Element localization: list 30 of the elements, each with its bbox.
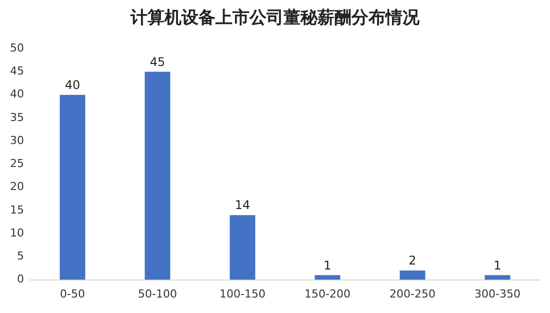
y-tick-label: 40 <box>10 88 24 101</box>
y-tick-label: 0 <box>16 272 24 286</box>
y-tick-label: 15 <box>10 203 24 216</box>
chart-title: 计算机设备上市公司董秘薪酬分布情况 <box>129 7 420 30</box>
x-tick-label: 300-350 <box>474 287 520 300</box>
bar <box>484 275 510 280</box>
data-label: 40 <box>64 78 80 92</box>
y-tick-label: 50 <box>10 41 24 54</box>
x-tick-label: 200-250 <box>390 287 436 300</box>
x-tick-label: 150-200 <box>304 287 350 300</box>
data-label: 45 <box>150 54 166 69</box>
x-tick-label: 0-50 <box>60 287 85 300</box>
bar <box>400 270 426 280</box>
y-tick-label: 35 <box>10 110 24 124</box>
x-tick-label: 50-100 <box>138 287 177 300</box>
y-tick-label: 5 <box>16 250 24 263</box>
x-tick-label: 100-150 <box>220 287 266 300</box>
y-tick-label: 10 <box>10 226 24 240</box>
y-tick-label: 30 <box>10 134 24 147</box>
bar <box>144 72 170 280</box>
bar <box>314 275 340 280</box>
y-tick-label: 25 <box>10 157 24 170</box>
y-tick-label: 20 <box>10 180 24 194</box>
bar <box>230 215 256 280</box>
y-tick-label: 45 <box>10 64 24 78</box>
data-label: 1 <box>324 258 332 272</box>
data-label: 1 <box>494 258 502 272</box>
data-label: 14 <box>234 198 250 212</box>
bar <box>60 94 86 280</box>
data-label: 2 <box>408 254 416 268</box>
